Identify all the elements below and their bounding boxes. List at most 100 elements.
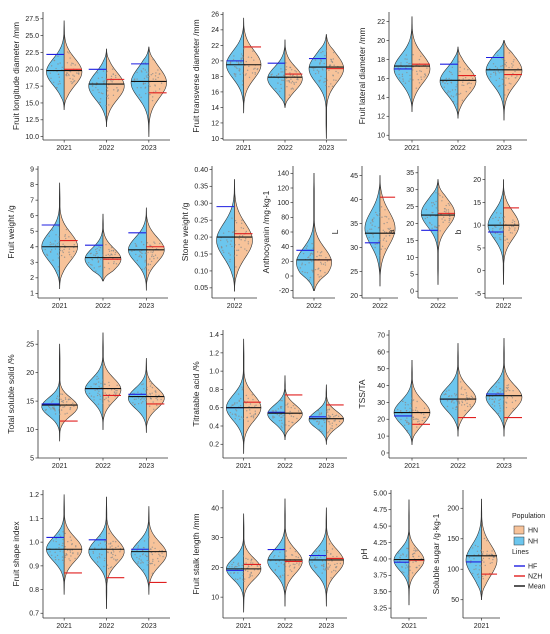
chart-fruit-shape-index-2023-point [137, 545, 140, 547]
chart-a-2022-point [448, 219, 451, 222]
chart-total-soluble-solid-2022-point [103, 398, 106, 401]
chart-l-2022-point [378, 226, 380, 229]
chart-fruit-stalk-length-mm-2021-violin [226, 513, 262, 613]
chart-a-2022-point [442, 221, 444, 223]
chart-fruit-transverse-diameter-mm-2021-point [236, 61, 238, 63]
chart-stone-weight-g-2022-nh-half [216, 179, 235, 292]
chart-fruit-longitude-diameter-mm-2021-point [65, 74, 67, 76]
chart-total-soluble-solid-2022-point [116, 392, 118, 394]
chart-titratable-acid-2022-point [272, 416, 274, 418]
chart-fruit-transverse-diameter-mm-2021-point [254, 67, 256, 70]
chart-fruit-weight-g-2022-point [87, 261, 90, 264]
chart-fruit-lateral-diameter-mm-2022-point [465, 90, 468, 93]
chart-total-soluble-solid-ylabel: Total soluble solid /% [6, 354, 16, 434]
chart-total-soluble-solid-ytick-label: 20 [26, 370, 34, 377]
chart-fruit-longitude-diameter-mm-2023-point [145, 92, 147, 95]
chart-ph-2021-point [418, 564, 420, 567]
chart-anthocyanin-mg-kg-1-2022-point [311, 242, 313, 245]
chart-total-soluble-solid-2023-point [137, 391, 139, 393]
chart-ph-2021-xtick-label: 2021 [401, 623, 417, 630]
chart-fruit-stalk-length-mm-2022-violin [267, 498, 303, 607]
chart-fruit-lateral-diameter-mm-2023-point [494, 71, 497, 73]
chart-fruit-transverse-diameter-mm-2023-point [325, 50, 327, 52]
chart-fruit-shape-index-2022-point [103, 559, 106, 562]
chart-fruit-weight-g-2023-point [156, 257, 159, 259]
chart-tss-ta-2022-point [464, 388, 466, 391]
chart-fruit-longitude-diameter-mm-2022-point [107, 94, 109, 96]
chart-tss-ta-2023-point [514, 400, 517, 402]
chart-fruit-weight-g-2021-point [58, 241, 60, 244]
chart-soluble-sugar-g-kg-1-2021-point [493, 556, 496, 558]
chart-ph-2021-point [415, 560, 417, 563]
chart-tss-ta-ylabel: TSS/TA [357, 379, 367, 408]
chart-fruit-stalk-length-mm-2022-point [285, 555, 287, 557]
chart-fruit-transverse-diameter-mm-2021-point [241, 55, 244, 57]
chart-fruit-weight-g-2021-point [48, 235, 50, 237]
chart-tss-ta-2022-point [451, 395, 453, 397]
chart-fruit-shape-index-2021-point [64, 546, 66, 548]
chart-total-soluble-solid-2022-hn-half [102, 332, 122, 430]
chart-tss-ta-2022-point [457, 405, 459, 407]
chart-total-soluble-solid-2021-xtick-label: 2021 [52, 463, 68, 470]
chart-tss-ta-2023-point [505, 401, 507, 403]
chart-titratable-acid-ytick-label: 0.4 [209, 423, 219, 430]
chart-total-soluble-solid-2022-point [96, 378, 98, 380]
chart-fruit-weight-g-2023-point [149, 258, 151, 260]
chart-l-2022-point [385, 216, 388, 218]
chart-fruit-weight-g-2022-xtick-label: 2022 [95, 303, 111, 310]
chart-titratable-acid-2023-point [319, 413, 321, 416]
chart-fruit-stalk-length-mm-2023-point [321, 572, 323, 574]
chart-stone-weight-g-2022-point [244, 248, 246, 250]
chart-fruit-weight-g-2023-point [149, 263, 152, 266]
chart-fruit-lateral-diameter-mm-2023-point [508, 52, 511, 54]
chart-ph-ylabel: pH [359, 549, 369, 560]
chart-total-soluble-solid-2023-xtick-label: 2023 [139, 463, 155, 470]
chart-total-soluble-solid-2022-point [102, 402, 104, 405]
chart-fruit-stalk-length-mm-2023-point [330, 553, 332, 555]
chart-fruit-shape-index-2022-point [117, 545, 119, 547]
chart-fruit-shape-index-ylabel: Fruit shape index [11, 521, 21, 587]
chart-total-soluble-solid-2022-point [105, 397, 107, 399]
chart-fruit-lateral-diameter-mm-2021-point [398, 73, 400, 76]
chart-fruit-shape-index-2021-point [60, 570, 63, 572]
chart-fruit-longitude-diameter-mm-2021-point [57, 55, 59, 58]
chart-b-2022-violin [487, 179, 520, 285]
chart-fruit-transverse-diameter-mm-2023-point [335, 70, 337, 73]
chart-titratable-acid-2023-point [317, 423, 320, 426]
chart-fruit-weight-g-2023-point [144, 259, 146, 262]
chart-b-2022-point [500, 239, 502, 241]
chart-tss-ta-2022-point [461, 401, 464, 404]
chart-anthocyanin-mg-kg-1-2022-point [320, 251, 323, 253]
chart-fruit-stalk-length-mm-2022-nh-half [267, 498, 286, 607]
chart-total-soluble-solid-2023-point [149, 392, 151, 395]
chart-fruit-shape-index-2021-point [61, 559, 64, 561]
chart-tss-ta-2023-point [505, 406, 508, 409]
chart-fruit-lateral-diameter-mm-2023-point [496, 67, 499, 69]
chart-fruit-shape-index-2022-point [110, 551, 113, 554]
chart-fruit-stalk-length-mm-2023-point [315, 550, 318, 553]
chart-fruit-weight-g-ylabel: Fruit weight /g [6, 205, 16, 259]
chart-titratable-acid-2023-point [319, 428, 321, 431]
chart-fruit-longitude-diameter-mm-2023-point [160, 82, 163, 84]
chart-fruit-lateral-diameter-mm-2021-point [409, 78, 411, 80]
chart-anthocyanin-mg-kg-1-2022-point [309, 254, 311, 257]
chart-total-soluble-solid-2021-point [64, 413, 66, 415]
chart-fruit-longitude-diameter-mm-2022-nh-half [88, 48, 107, 127]
chart-fruit-transverse-diameter-mm-2023-point [331, 85, 334, 88]
chart-anthocyanin-mg-kg-1-2022-point [302, 252, 305, 255]
chart-fruit-weight-g-2023-point [140, 256, 143, 258]
chart-tss-ta-2022-point [471, 396, 474, 399]
chart-fruit-lateral-diameter-mm-2021-point [420, 78, 423, 81]
chart-tss-ta-2021-point [411, 397, 413, 399]
chart-tss-ta-2022-point [455, 393, 458, 396]
chart-fruit-shape-index-2021-point [77, 552, 79, 554]
chart-fruit-transverse-diameter-mm-2023-point [332, 75, 334, 77]
chart-a-2022-point [448, 217, 451, 220]
chart-b-ytick-label: 0 [477, 268, 481, 275]
chart-tss-ta-2021-point [415, 418, 418, 420]
chart-fruit-longitude-diameter-mm-2022-point [105, 72, 108, 74]
chart-fruit-stalk-length-mm-2021-point [242, 574, 244, 577]
chart-b-2022-point [514, 229, 516, 231]
chart-fruit-weight-g-2022-point [91, 264, 93, 266]
chart-ph-2021-nh-half [393, 499, 410, 606]
